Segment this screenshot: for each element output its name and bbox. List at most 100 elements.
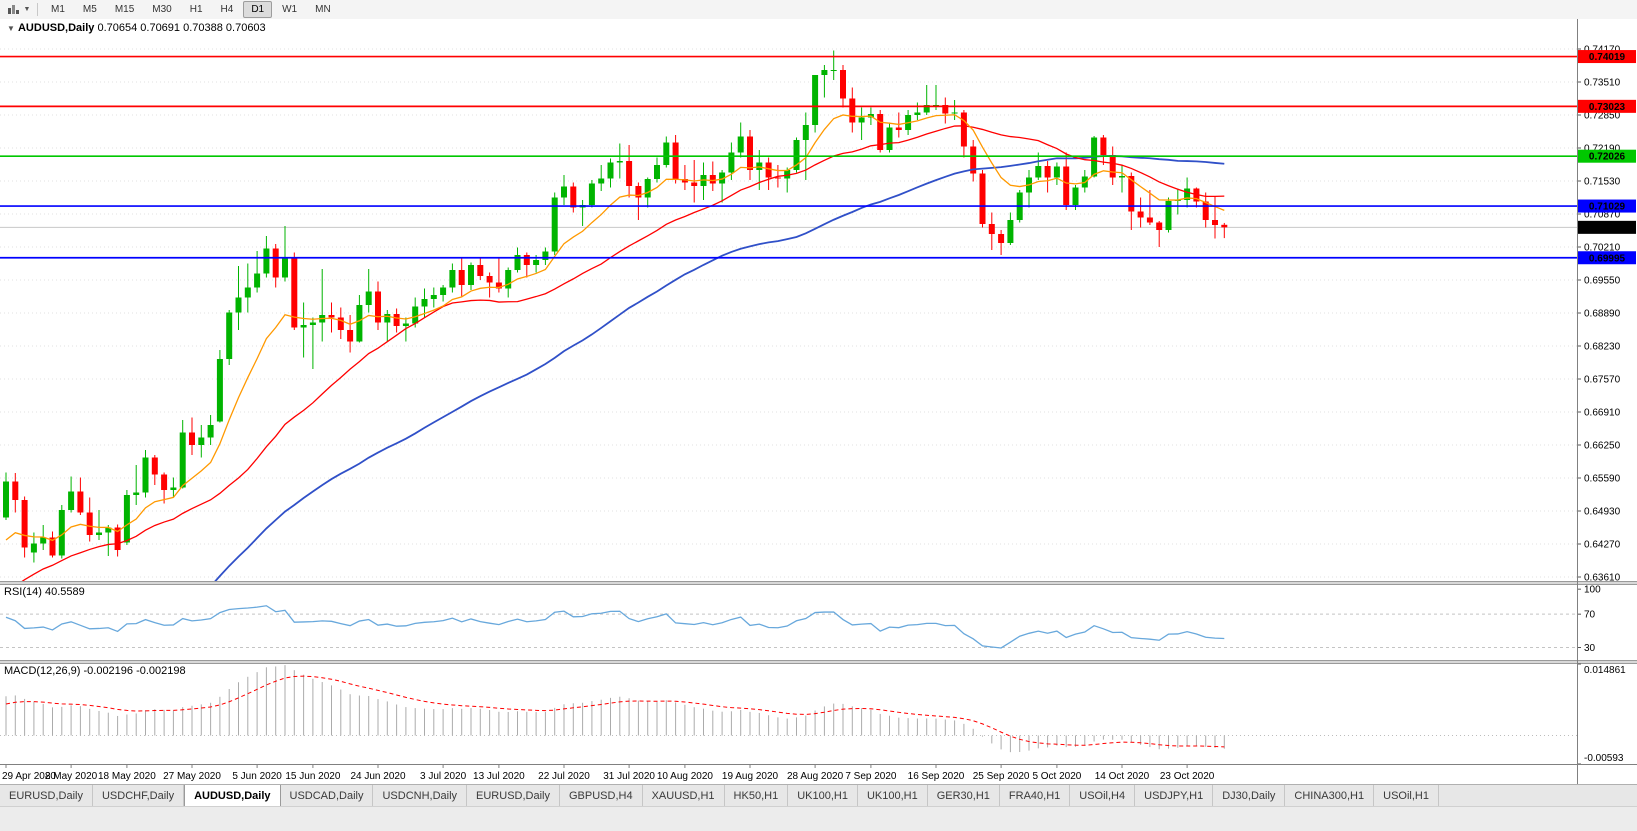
chart-tab-usdcad-daily[interactable]: USDCAD,Daily	[281, 785, 374, 807]
chart-tab-ger30-h1[interactable]: GER30,H1	[928, 785, 1000, 807]
panel-separator[interactable]	[0, 581, 1637, 585]
date-axis-label: 24 Jun 2020	[350, 771, 405, 782]
rsi-axis-label: 30	[1584, 643, 1596, 654]
macd-signal-line	[5, 675, 1225, 748]
price-badge-label: 0.73023	[1589, 102, 1626, 113]
panel-separator[interactable]	[0, 660, 1637, 664]
rsi-line	[5, 605, 1225, 649]
chart-tab-eurusd-daily[interactable]: EURUSD,Daily	[0, 785, 93, 807]
price-axis-label: 0.72190	[1584, 144, 1621, 155]
date-axis-label: 5 Oct 2020	[1032, 771, 1081, 782]
chart-type-icon[interactable]	[4, 2, 22, 18]
date-axis-label: 7 Sep 2020	[845, 771, 897, 782]
timeframe-button-h4[interactable]: H4	[220, 4, 234, 15]
date-axis-label: 19 Aug 2020	[722, 771, 779, 782]
price-badge-label: 0.69995	[1589, 253, 1626, 264]
price-axis-label: 0.71530	[1584, 177, 1621, 188]
ma-fast-line	[5, 114, 1225, 542]
macd-histogram	[5, 665, 1225, 753]
date-axis-label: 27 May 2020	[163, 771, 221, 782]
macd-axis-label: -0.00593	[1584, 753, 1624, 764]
price-badge	[1578, 199, 1636, 213]
date-axis-label: 3 Jul 2020	[420, 771, 467, 782]
chart-tab-bar: EURUSD,Daily USDCHF,Daily AUDUSD,Daily USDC…	[0, 784, 1637, 807]
chart-tab-dj30-daily[interactable]: DJ30,Daily	[1213, 785, 1286, 807]
timeframe-button-m1[interactable]: M1	[51, 4, 65, 15]
chart-tab-usdjpy-h1[interactable]: USDJPY,H1	[1135, 785, 1214, 807]
timeframe-button-w1[interactable]: W1	[282, 4, 298, 15]
chart-tab-usdcnh-daily[interactable]: USDCNH,Daily	[373, 785, 468, 807]
price-axis-label: 0.72850	[1584, 111, 1621, 122]
chart-canvas[interactable]: 0.74170 0.73510 0.72850 0.72190 0.71530 0.708…	[0, 19, 1637, 784]
chart-tab-uk100-h1[interactable]: UK100,H1	[858, 785, 928, 807]
date-axis-label: 23 Oct 2020	[1160, 771, 1215, 782]
date-axis-label: 31 Jul 2020	[603, 771, 655, 782]
date-axis-label: 16 Sep 2020	[908, 771, 965, 782]
timeframe-button-m15[interactable]: M15	[114, 4, 135, 15]
price-badge	[1578, 99, 1636, 113]
price-axis-label: 0.66250	[1584, 441, 1621, 452]
ma-mid-line	[21, 125, 1225, 581]
chart-tab-uk100-h1[interactable]: UK100,H1	[788, 785, 858, 807]
date-axis-label: 14 Oct 2020	[1095, 771, 1150, 782]
price-axis-label: 0.68890	[1584, 309, 1621, 320]
price-axis-label: 0.69550	[1584, 276, 1621, 287]
date-axis-label: 28 Aug 2020	[787, 771, 844, 782]
chart-collapse-icon[interactable]: ▼	[7, 24, 15, 33]
status-strip	[0, 806, 1637, 831]
price-badge	[1578, 220, 1636, 234]
price-axis-label: 0.65590	[1584, 474, 1621, 485]
price-axis-label: 0.68230	[1584, 342, 1621, 353]
price-axis-label: 0.74170	[1584, 45, 1621, 56]
price-axis-label: 0.66910	[1584, 408, 1621, 419]
date-axis-label: 18 May 2020	[98, 771, 156, 782]
date-axis-label: 8 May 2020	[45, 771, 98, 782]
price-badge	[1578, 149, 1636, 163]
timeframe-button-h1[interactable]: H1	[189, 4, 203, 15]
price-axis-label: 0.70870	[1584, 210, 1621, 221]
toolbar-separator	[37, 3, 38, 16]
date-axis-label: 22 Jul 2020	[538, 771, 590, 782]
timeframe-toolbar: ▼ M1 M5 M15 M30 H1 H4 D1 W1 MN	[0, 0, 1637, 20]
timeframe-button-m30[interactable]: M30	[152, 4, 172, 15]
date-axis-label: 5 Jun 2020	[232, 771, 282, 782]
chart-tab-xauusd-h1[interactable]: XAUUSD,H1	[643, 785, 725, 807]
chart-tab-audusd-daily[interactable]: AUDUSD,Daily	[184, 785, 281, 807]
chart-tab-usdchf-daily[interactable]: USDCHF,Daily	[93, 785, 185, 807]
timeframe-button-m5[interactable]: M5	[82, 4, 97, 15]
chart-tab-eurusd-daily[interactable]: EURUSD,Daily	[467, 785, 560, 807]
candlesticks	[3, 50, 1228, 563]
date-axis-label: 13 Jul 2020	[473, 771, 525, 782]
price-badge-label: 0.70603	[1589, 223, 1626, 234]
price-axis-label: 0.67570	[1584, 375, 1621, 386]
price-axis-label: 0.64270	[1584, 540, 1621, 551]
chart-tab-gbpusd-h4[interactable]: GBPUSD,H4	[560, 785, 643, 807]
macd-axis-label: 0.014861	[1584, 665, 1626, 676]
chart-tab-usoil-h4[interactable]: USOil,H4	[1070, 785, 1136, 807]
date-axis-label: 15 Jun 2020	[285, 771, 340, 782]
rsi-axis-label: 70	[1584, 610, 1596, 621]
ma-slow-line	[214, 155, 1225, 581]
chart-tab-fra40-h1[interactable]: FRA40,H1	[1000, 785, 1071, 807]
price-axis-label: 0.70210	[1584, 243, 1621, 254]
chart-tab-china300-h1[interactable]: CHINA300,H1	[1285, 785, 1375, 807]
date-axis-label: 10 Aug 2020	[657, 771, 714, 782]
price-axis-label: 0.63610	[1584, 573, 1621, 584]
price-badge-label: 0.71029	[1589, 202, 1626, 213]
price-badge-label: 0.74019	[1589, 52, 1626, 63]
chart-tab-usoil-h1[interactable]: USOil,H1	[1374, 785, 1439, 807]
chart-tab-hk50-h1[interactable]: HK50,H1	[725, 785, 789, 807]
chart-type-dropdown-icon[interactable]: ▼	[23, 6, 31, 13]
timeframe-button-d1[interactable]: D1	[243, 1, 273, 18]
date-axis-label: 29 Apr 2020	[2, 771, 56, 782]
price-badge-label: 0.72026	[1589, 152, 1626, 163]
price-badge	[1578, 50, 1636, 64]
price-badge	[1578, 251, 1636, 265]
timeframe-button-mn[interactable]: MN	[315, 4, 331, 15]
date-axis-label: 25 Sep 2020	[973, 771, 1030, 782]
price-axis-label: 0.73510	[1584, 78, 1621, 89]
rsi-axis-label: 100	[1584, 585, 1601, 596]
price-axis-label: 0.64930	[1584, 507, 1621, 518]
timeframe-buttons: M1 M5 M15 M30 H1 H4 D1 W1 MN	[43, 1, 339, 18]
